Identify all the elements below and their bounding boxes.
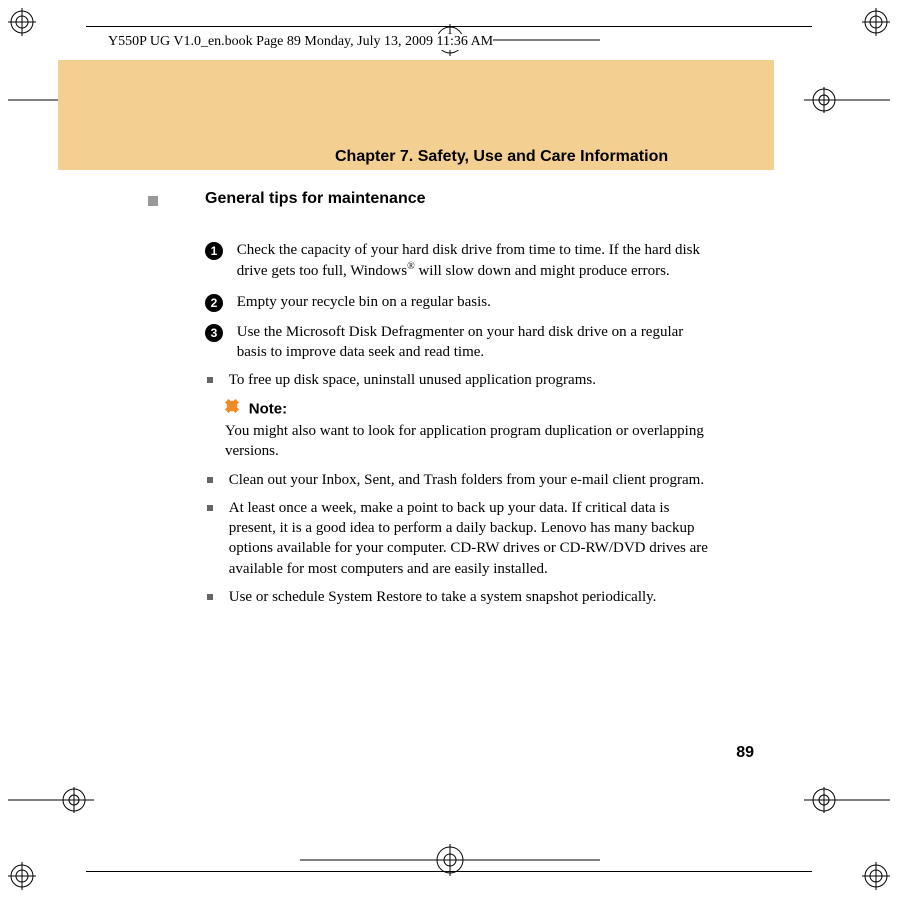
bullet-item: At least once a week, make a point to ba… [205,498,725,579]
content-area: 1 Check the capacity of your hard disk d… [205,230,725,613]
crop-mark [804,85,890,115]
reg-mark [8,8,36,36]
note-diamond-icon [225,399,239,419]
note-label: Note: [249,400,287,417]
numbered-item: 3 Use the Microsoft Disk Defragmenter on… [205,322,725,363]
bullet-text: To free up disk space, uninstall unused … [217,370,715,390]
square-bullet-icon [207,377,213,383]
crop-mark [804,785,890,815]
note-block: Note: You might also want to look for ap… [225,399,725,462]
square-bullet-icon [207,594,213,600]
num-bullet-icon: 3 [205,324,223,342]
bullet-text: Use or schedule System Restore to take a… [217,587,715,607]
crop-mark [300,840,600,880]
reg-mark [8,862,36,890]
num-bullet-icon: 1 [205,242,223,260]
numbered-text: Empty your recycle bin on a regular basi… [227,292,714,312]
bullet-item: Clean out your Inbox, Sent, and Trash fo… [205,470,725,490]
bullet-item: To free up disk space, uninstall unused … [205,370,725,390]
note-text: You might also want to look for applicat… [225,421,725,462]
section-bullet [148,196,158,206]
bullet-text: At least once a week, make a point to ba… [217,498,715,579]
num-bullet-icon: 2 [205,294,223,312]
square-bullet-icon [207,477,213,483]
numbered-text: Check the capacity of your hard disk dri… [227,240,714,282]
reg-mark [862,8,890,36]
header-rule [86,26,812,27]
square-bullet-icon [207,505,213,511]
reg-mark [862,862,890,890]
crop-mark [8,785,94,815]
numbered-item: 1 Check the capacity of your hard disk d… [205,240,725,282]
page-number: 89 [736,744,754,762]
footer-rule [86,871,812,872]
bullet-text: Clean out your Inbox, Sent, and Trash fo… [217,470,715,490]
bullet-item: Use or schedule System Restore to take a… [205,587,725,607]
numbered-text: Use the Microsoft Disk Defragmenter on y… [227,322,714,363]
chapter-title: Chapter 7. Safety, Use and Care Informat… [335,148,668,166]
numbered-item: 2 Empty your recycle bin on a regular ba… [205,292,725,312]
section-title: General tips for maintenance [205,190,426,208]
header-text: Y550P UG V1.0_en.book Page 89 Monday, Ju… [108,34,493,50]
